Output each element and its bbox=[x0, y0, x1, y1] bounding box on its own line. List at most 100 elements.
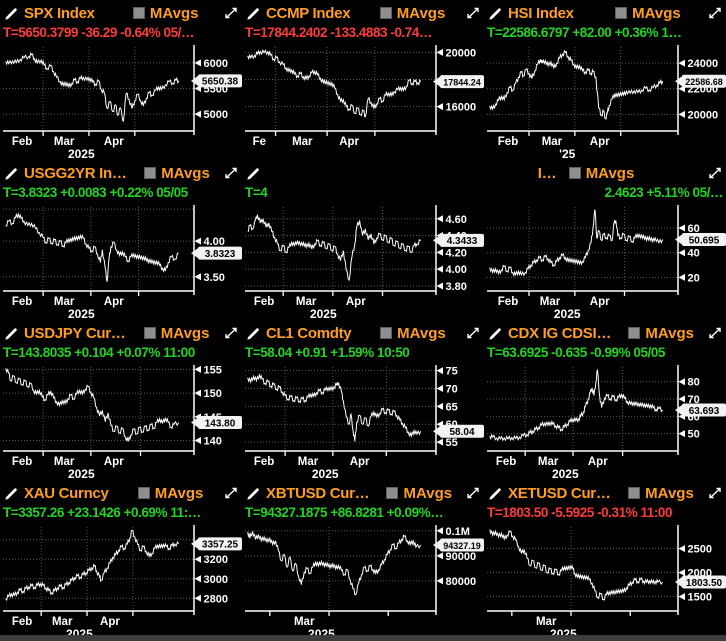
pencil-edit-icon[interactable] bbox=[246, 6, 261, 21]
x-axis-label: Mar bbox=[298, 456, 319, 468]
mavgs-checkbox[interactable] bbox=[386, 487, 399, 499]
mavgs-checkbox[interactable] bbox=[380, 327, 393, 339]
panel-header: XBTUSD Cur… MAvgs bbox=[242, 480, 484, 503]
pencil-edit-icon[interactable] bbox=[4, 486, 19, 501]
pencil-edit-icon[interactable] bbox=[488, 486, 503, 501]
mavgs-checkbox[interactable] bbox=[143, 327, 156, 339]
mavgs-toggle[interactable]: MAvgs bbox=[568, 164, 635, 182]
mavgs-toggle[interactable]: MAvgs bbox=[143, 325, 209, 342]
mavgs-toggle[interactable]: MAvgs bbox=[628, 325, 694, 342]
mavgs-toggle[interactable]: MAvgs bbox=[379, 4, 446, 22]
pencil-edit-icon[interactable] bbox=[246, 326, 261, 341]
horizontal-scrollbar[interactable] bbox=[0, 635, 726, 641]
security-ticker[interactable]: HSI Index bbox=[508, 4, 574, 22]
mavgs-label: MAvgs bbox=[645, 324, 694, 342]
pencil-edit-icon[interactable] bbox=[4, 6, 19, 21]
expand-icon[interactable] bbox=[466, 6, 480, 20]
pencil-edit-icon[interactable] bbox=[246, 166, 261, 181]
mavgs-checkbox[interactable] bbox=[628, 487, 641, 499]
expand-icon[interactable] bbox=[708, 6, 722, 20]
x-axis-label: Apr bbox=[590, 136, 610, 148]
expand-icon[interactable] bbox=[466, 326, 480, 340]
price-chart[interactable]: 20000 16000 Fe Mar Apr 17844.24 bbox=[242, 43, 484, 160]
quote-line: T=143.8035 +0.104 +0.07% 11:00 bbox=[3, 345, 195, 360]
x-axis-label: Feb bbox=[498, 296, 518, 308]
pencil-edit-icon[interactable] bbox=[488, 6, 503, 21]
y-tick-arrow bbox=[436, 248, 443, 256]
quote-line: T=3.8323 +0.0083 +0.22% 05/05 bbox=[3, 185, 188, 200]
mavgs-toggle[interactable]: MAvgs bbox=[615, 5, 681, 22]
price-tag: 1803.50 bbox=[675, 575, 726, 589]
mavgs-label: MAvgs bbox=[396, 4, 446, 22]
mavgs-toggle[interactable]: MAvgs bbox=[144, 165, 210, 182]
chart-panel-xau: XAU Curncy MAvgs T=3357.26 +23.1426 +0.6… bbox=[0, 480, 242, 640]
expand-icon[interactable] bbox=[708, 166, 722, 180]
expand-icon[interactable] bbox=[224, 166, 238, 180]
y-tick-arrow bbox=[194, 555, 201, 563]
mavgs-label: MAvgs bbox=[585, 164, 635, 182]
price-tag-value: 143.80 bbox=[205, 418, 236, 429]
mavgs-toggle[interactable]: MAvgs bbox=[628, 485, 694, 502]
security-ticker[interactable]: I… bbox=[537, 164, 557, 182]
chart-panel-xbtusd: XBTUSD Cur… MAvgs T=94327.1875 +86.8281 … bbox=[242, 480, 484, 640]
mavgs-toggle[interactable]: MAvgs bbox=[386, 485, 452, 502]
y-tick-arrow bbox=[436, 282, 443, 290]
y-tick-label: 5000 bbox=[204, 109, 228, 121]
expand-icon[interactable] bbox=[708, 326, 722, 340]
price-chart[interactable]: 155150145140FebMarApr2025143.80 bbox=[0, 363, 242, 480]
mavgs-checkbox[interactable] bbox=[628, 327, 641, 339]
mavgs-toggle[interactable]: MAvgs bbox=[132, 5, 199, 22]
y-tick-arrow bbox=[678, 593, 685, 601]
security-ticker[interactable]: USDJPY Cur… bbox=[24, 324, 126, 342]
mavgs-checkbox[interactable] bbox=[568, 167, 581, 179]
y-tick-label: 140 bbox=[204, 436, 222, 448]
mavgs-checkbox[interactable] bbox=[132, 7, 145, 19]
security-ticker[interactable]: SPX Index bbox=[24, 4, 95, 22]
security-ticker[interactable]: CCMP Index bbox=[266, 4, 351, 22]
mavgs-toggle[interactable]: MAvgs bbox=[380, 325, 446, 342]
price-chart[interactable]: 60 40 20 Feb Mar Apr 2025 50.695 bbox=[484, 203, 726, 320]
pencil-edit-icon[interactable] bbox=[246, 486, 261, 501]
pencil-edit-icon[interactable] bbox=[4, 326, 19, 341]
security-ticker[interactable]: XETUSD Cur… bbox=[508, 484, 611, 502]
mavgs-checkbox[interactable] bbox=[379, 7, 392, 19]
expand-icon[interactable] bbox=[708, 486, 722, 500]
expand-icon[interactable] bbox=[224, 326, 238, 340]
price-chart[interactable]: 4.00 3.50 Feb Mar Apr 2025 3.8323 bbox=[0, 203, 242, 320]
security-ticker[interactable]: CL1 Comdty bbox=[266, 324, 352, 342]
y-tick-arrow bbox=[436, 552, 443, 560]
expand-icon[interactable] bbox=[224, 486, 238, 500]
mavgs-label: MAvgs bbox=[632, 4, 681, 22]
y-tick-label: 20 bbox=[688, 272, 700, 284]
mavgs-checkbox[interactable] bbox=[137, 487, 150, 499]
panel-header: MAvgs bbox=[242, 160, 484, 183]
y-tick-label: 3.80 bbox=[446, 281, 467, 293]
price-tag: 3.8323 bbox=[191, 246, 242, 260]
security-ticker[interactable]: XAU Curncy bbox=[24, 484, 109, 502]
pencil-edit-icon[interactable] bbox=[488, 326, 503, 341]
security-ticker[interactable]: USGG2YR In… bbox=[24, 164, 127, 182]
security-ticker[interactable]: XBTUSD Cur… bbox=[266, 484, 370, 502]
pencil-edit-icon[interactable] bbox=[4, 166, 19, 181]
quote-line: T=63.6925 -0.635 -0.99% 05/05 bbox=[487, 345, 665, 360]
year-label: 2025 bbox=[554, 307, 581, 320]
x-axis-label: Feb bbox=[12, 296, 32, 308]
expand-icon[interactable] bbox=[466, 486, 480, 500]
price-chart[interactable]: 7570656055FebMarApr202558.04 bbox=[242, 363, 484, 480]
y-tick-label: 20000 bbox=[446, 47, 477, 59]
mavgs-toggle[interactable]: MAvgs bbox=[137, 485, 203, 502]
y-tick-arrow bbox=[194, 594, 201, 602]
mavgs-checkbox[interactable] bbox=[615, 7, 628, 19]
expand-icon[interactable] bbox=[224, 6, 238, 20]
x-axis-label: Feb bbox=[498, 136, 518, 148]
y-tick-label: 75 bbox=[446, 366, 458, 378]
security-ticker[interactable]: CDX IG CDSI… bbox=[508, 324, 612, 342]
mavgs-checkbox[interactable] bbox=[144, 167, 157, 179]
